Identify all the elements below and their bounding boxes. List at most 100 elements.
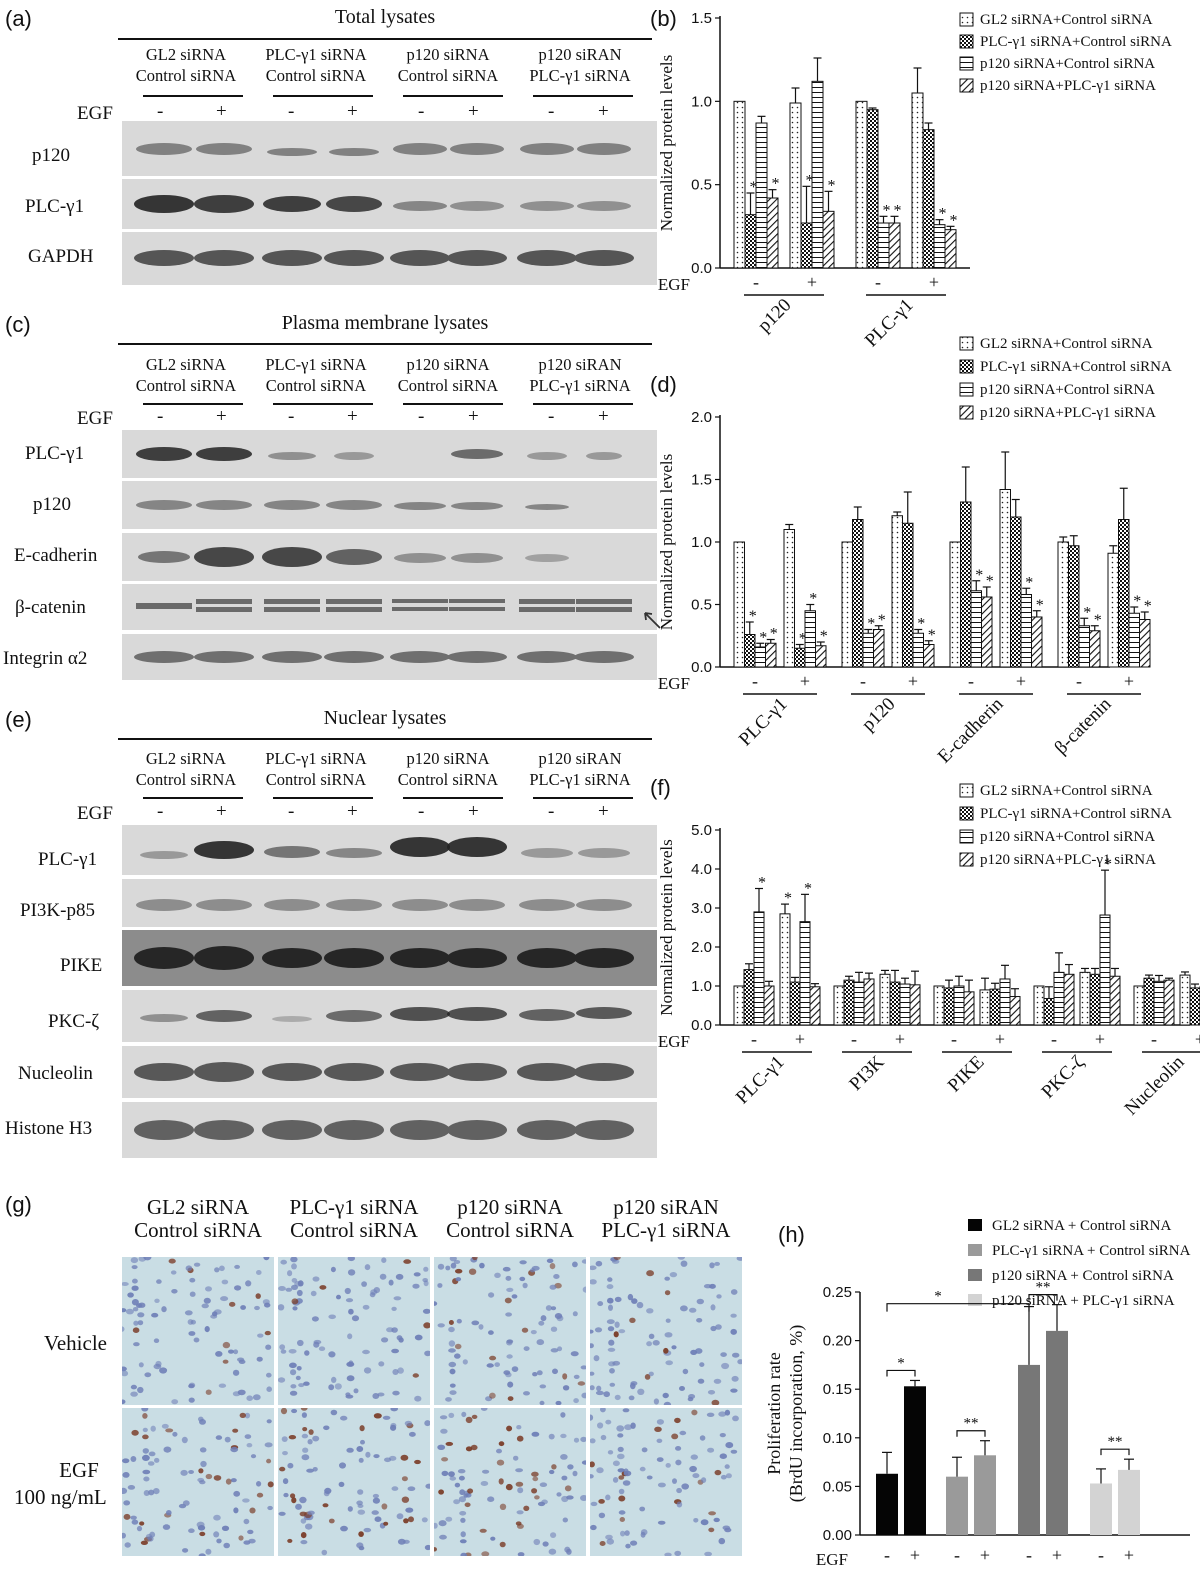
y-tick-label: 0.15 [823,1381,852,1398]
legend-swatch [959,806,974,821]
egf-label-e: EGF [77,803,113,824]
significance-star: * [928,627,936,644]
egf-sign: + [1052,1545,1062,1565]
bar [1031,616,1043,668]
bar [733,985,745,1026]
panel-label-d: (d) [650,372,677,397]
bar [863,978,875,1026]
legend-swatch [959,852,974,867]
legend-swatch [959,382,974,397]
significance-star: * [986,573,994,590]
bar [855,100,868,269]
blot-strip [122,634,657,680]
significance-star: * [749,608,757,625]
legend-entry: p120 siRNA+Control siRNA [980,382,1155,398]
significance-star: * [883,202,891,219]
bar [946,1476,968,1535]
blot-row-label: E-cadherin [14,545,98,566]
bar [1153,980,1165,1026]
legend-entry: p120 siRNA+PLC-γ1 siRNA [980,405,1156,421]
blot-row-label: PI3K-p85 [20,900,95,921]
histology-image [590,1257,742,1405]
protein-label: PKC-ζ [1038,1052,1089,1103]
blot-row-label: PKC-ζ [48,1011,100,1032]
blot-title-membrane: Plasma membrane lysates [281,312,489,334]
egf-sign: + [908,671,918,691]
protein-label: PIKE [944,1052,989,1097]
legend-entry: PLC-γ1 siRNA + Control siRNA [992,1243,1191,1259]
bar [794,647,806,668]
significance-star: * [1083,604,1091,621]
bar [922,129,935,269]
blot-strip [122,990,657,1042]
bar [789,102,802,269]
bar [999,489,1011,668]
blot-row-label: Histone H3 [5,1118,93,1139]
bar [1128,612,1140,668]
bar [1179,974,1191,1026]
egf-sign: + [929,272,939,292]
bar [911,92,924,269]
egf-sign: + [1124,1545,1134,1565]
y-tick-label: 0.00 [823,1527,852,1544]
significance-star: * [1025,574,1033,591]
bar [852,519,864,668]
blot-strip [122,584,657,630]
protein-label: PLC-γ1 [732,1052,789,1109]
bar [1068,545,1080,668]
protein-label: PLC-γ1 [735,694,792,751]
bar [789,981,801,1026]
legend-swatch [959,829,974,844]
blot-strip [122,533,657,581]
bar [811,80,824,269]
bar [744,634,756,668]
bar [1057,541,1069,668]
legend-swatch [968,1219,982,1231]
panel-label-f: (f) [650,775,671,800]
bar [755,122,768,269]
egf-sign: - [968,671,974,691]
legend-entry: GL2 siRNA+Control siRNA [980,12,1153,28]
blot-row-label: Integrin α2 [3,648,88,669]
panel-label-c: (c) [5,312,31,337]
bar [743,969,755,1026]
bar [879,973,891,1026]
blot-title-nuclear: Nuclear lysates [323,707,447,729]
bar [753,911,765,1026]
bar [889,981,901,1026]
legend-entry: p120 siRNA+Control siRNA [980,56,1155,72]
chart-d: GL2 siRNA+Control siRNA PLC-γ1 siRNA+Cont… [657,336,1172,767]
legend-swatch [959,12,974,27]
egf-sign: - [753,272,759,292]
significance-star: * [934,1289,942,1305]
egf-sign: + [795,1029,805,1049]
y-tick-label: 1.0 [691,534,712,551]
title-underline [118,738,652,740]
egf-sign: - [884,1545,890,1565]
blot-strip [122,430,657,478]
legend-entry: GL2 siRNA+Control siRNA [980,783,1153,799]
egf-sign: - [1076,671,1082,691]
bar [944,229,957,269]
panel-label-e: (e) [5,707,32,732]
bar [960,501,972,668]
panel-label-a: (a) [5,6,32,31]
bar [1089,973,1101,1026]
bar [933,224,946,269]
egf-sign: - [860,671,866,691]
y-tick-label: 0.0 [691,1017,712,1034]
egf-lane-row-e [143,797,633,799]
egf-label-a: EGF [77,103,113,124]
bar [949,541,961,668]
significance-star: * [950,212,958,229]
blot-strip [122,1046,657,1098]
egf-sign: + [980,1545,990,1565]
chart-b: GL2 siRNA+Control siRNA PLC-γ1 siRNA+Cont… [657,10,1172,351]
bar [963,991,975,1026]
bar [1089,630,1101,668]
blot-row-label: PIKE [60,955,103,976]
chart-h: GL2 siRNA + Control siRNA PLC-γ1 siRNA + … [764,1218,1191,1569]
significance-star: * [804,880,812,897]
significance-star: * [1094,612,1102,629]
significance-star: * [878,612,886,629]
